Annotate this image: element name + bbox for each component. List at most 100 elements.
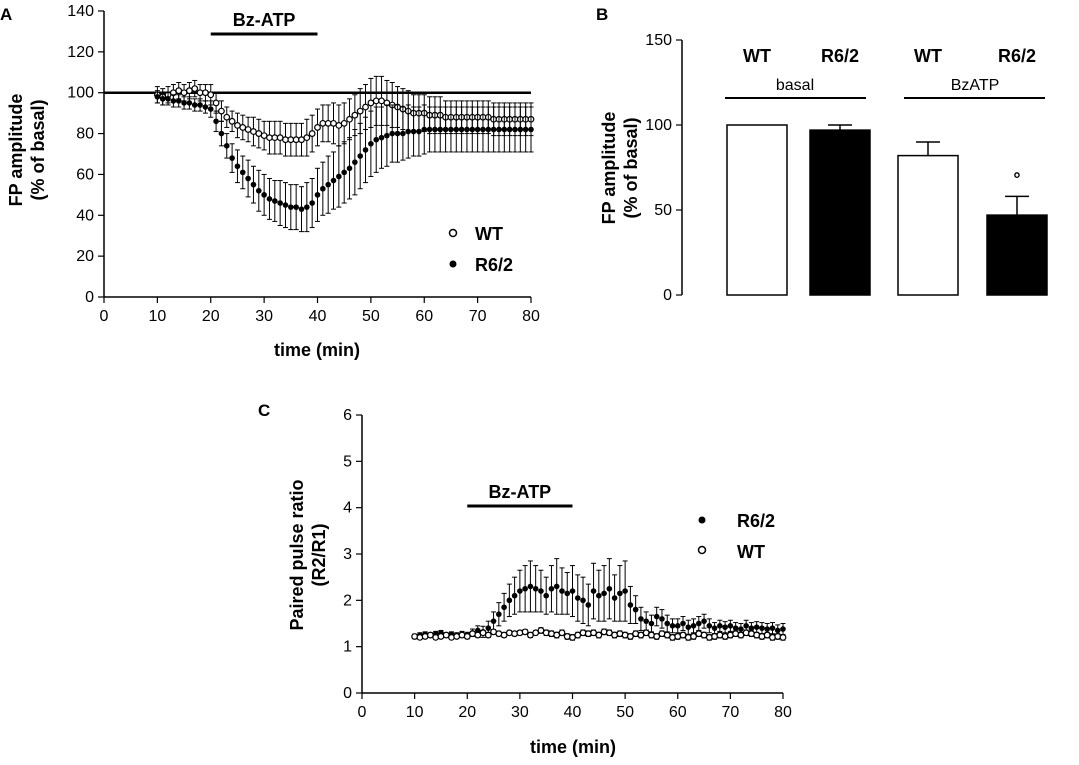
data-point-wt [207, 91, 215, 99]
data-point-r62 [648, 620, 655, 627]
x-tick-label: 60 [415, 308, 433, 325]
data-point-r62 [336, 173, 342, 180]
y-tick-label: 6 [343, 407, 352, 424]
data-point-r62 [528, 126, 534, 133]
y-tick-label: 3 [343, 546, 352, 563]
data-point-r62 [384, 132, 390, 139]
data-point-r62 [181, 100, 187, 106]
data-point-wt [346, 115, 353, 123]
x-tick-label: 70 [469, 308, 487, 325]
x-tick-label: 20 [202, 308, 220, 325]
legend-wt-open-marker [448, 228, 458, 238]
data-point-r62 [213, 118, 219, 125]
data-point-wt [432, 634, 440, 641]
data-point-r62 [352, 159, 358, 165]
data-point-r62 [753, 624, 760, 631]
data-point-r62 [538, 588, 544, 594]
data-point-r62 [458, 126, 465, 133]
data-point-wt [308, 130, 316, 137]
data-point-r62 [309, 200, 315, 206]
data-point-wt [742, 629, 750, 637]
data-point-wt [411, 633, 419, 640]
data-point-r62 [432, 126, 438, 133]
x-tick-label: 30 [511, 704, 529, 721]
data-point-r62 [448, 126, 454, 133]
data-point-wt [584, 630, 592, 638]
data-point-r62 [769, 625, 776, 631]
y-tick-label: 80 [76, 126, 94, 143]
data-point-r62 [368, 140, 374, 147]
panel-a-letter: A [0, 5, 12, 24]
data-point-r62 [732, 625, 739, 631]
data-point-r62 [277, 200, 283, 206]
data-point-wt [669, 634, 676, 641]
data-point-r62 [680, 620, 686, 627]
panel-a-x-axis-label: time (min) [274, 340, 360, 360]
data-point-r62 [512, 126, 518, 133]
panel-b-header-wt-bzatp: WT [914, 46, 942, 66]
data-point-r62 [191, 102, 198, 108]
data-point-r62 [517, 588, 523, 594]
x-tick-label: 0 [100, 308, 109, 325]
data-point-r62 [320, 185, 326, 192]
data-point-r62 [304, 204, 310, 210]
y-tick-label: 50 [654, 202, 672, 219]
panel-a-data-marks [104, 75, 535, 233]
data-point-r62 [627, 602, 634, 608]
data-point-r62 [574, 595, 581, 601]
data-point-wt [690, 633, 697, 640]
data-point-r62 [474, 126, 481, 133]
data-point-r62 [480, 126, 486, 133]
panel-c-y-label-line1: Paired pulse ratio [287, 479, 307, 630]
data-point-r62 [764, 626, 771, 632]
data-point-r62 [511, 592, 518, 599]
data-point-r62 [272, 198, 278, 204]
y-tick-label: 0 [663, 287, 672, 304]
data-point-r62 [774, 627, 781, 634]
data-point-wt [484, 631, 492, 639]
data-point-r62 [485, 625, 492, 631]
x-tick-label: 0 [358, 704, 367, 721]
data-point-r62 [373, 136, 380, 143]
data-point-wt [653, 633, 661, 640]
data-point-r62 [426, 126, 433, 133]
data-point-r62 [501, 604, 507, 611]
panel-c-y-axis-label: Paired pulse ratio (R2/R1) [287, 479, 329, 630]
data-point-r62 [780, 626, 786, 632]
panel-c-legend-wt: WT [737, 542, 765, 562]
data-point-r62 [590, 588, 597, 594]
data-point-r62 [464, 126, 470, 133]
data-point-wt [340, 119, 348, 127]
data-point-r62 [378, 134, 385, 141]
data-point-r62 [585, 602, 592, 608]
legend-r62-filled-marker [698, 516, 706, 524]
data-point-wt [774, 633, 782, 640]
data-point-wt [228, 117, 236, 125]
legend-wt-open-marker [697, 545, 707, 555]
data-point-r62 [207, 106, 214, 112]
data-point-r62 [197, 102, 203, 108]
panel-a-axes: 0 20 40 60 80 100 120 140 0 10 20 30 40 50 60 70 80 [67, 3, 540, 325]
panel-b-axes: 0 50 100 150 [645, 32, 683, 304]
data-point-r62 [346, 165, 353, 172]
data-point-r62 [690, 623, 697, 629]
panel-c-letter: C [258, 401, 270, 420]
data-point-r62 [474, 627, 481, 634]
panel-a-chart: A FP amplitude (% of basal) time (min) 0… [0, 3, 540, 360]
panel-a-legend: WT R6/2 [448, 224, 513, 275]
panel-b-y-label-line2: (% of basal) [621, 117, 641, 218]
panel-b-y-axis-label: FP amplitude (% of basal) [599, 112, 641, 225]
data-point-r62 [165, 96, 171, 102]
data-point-r62 [341, 169, 347, 176]
data-point-r62 [314, 192, 321, 198]
data-point-r62 [569, 588, 576, 594]
panel-c-y-label-line2: (R2/R1) [309, 523, 329, 586]
data-point-wt [191, 85, 199, 93]
data-point-r62 [437, 126, 444, 133]
data-point-wt [521, 628, 529, 636]
panel-b-group-bzatp-label: BzATP [951, 77, 1000, 94]
panel-c-legend-r62: R6/2 [737, 511, 775, 531]
y-tick-label: 100 [67, 85, 94, 102]
y-tick-label: 140 [67, 3, 94, 20]
